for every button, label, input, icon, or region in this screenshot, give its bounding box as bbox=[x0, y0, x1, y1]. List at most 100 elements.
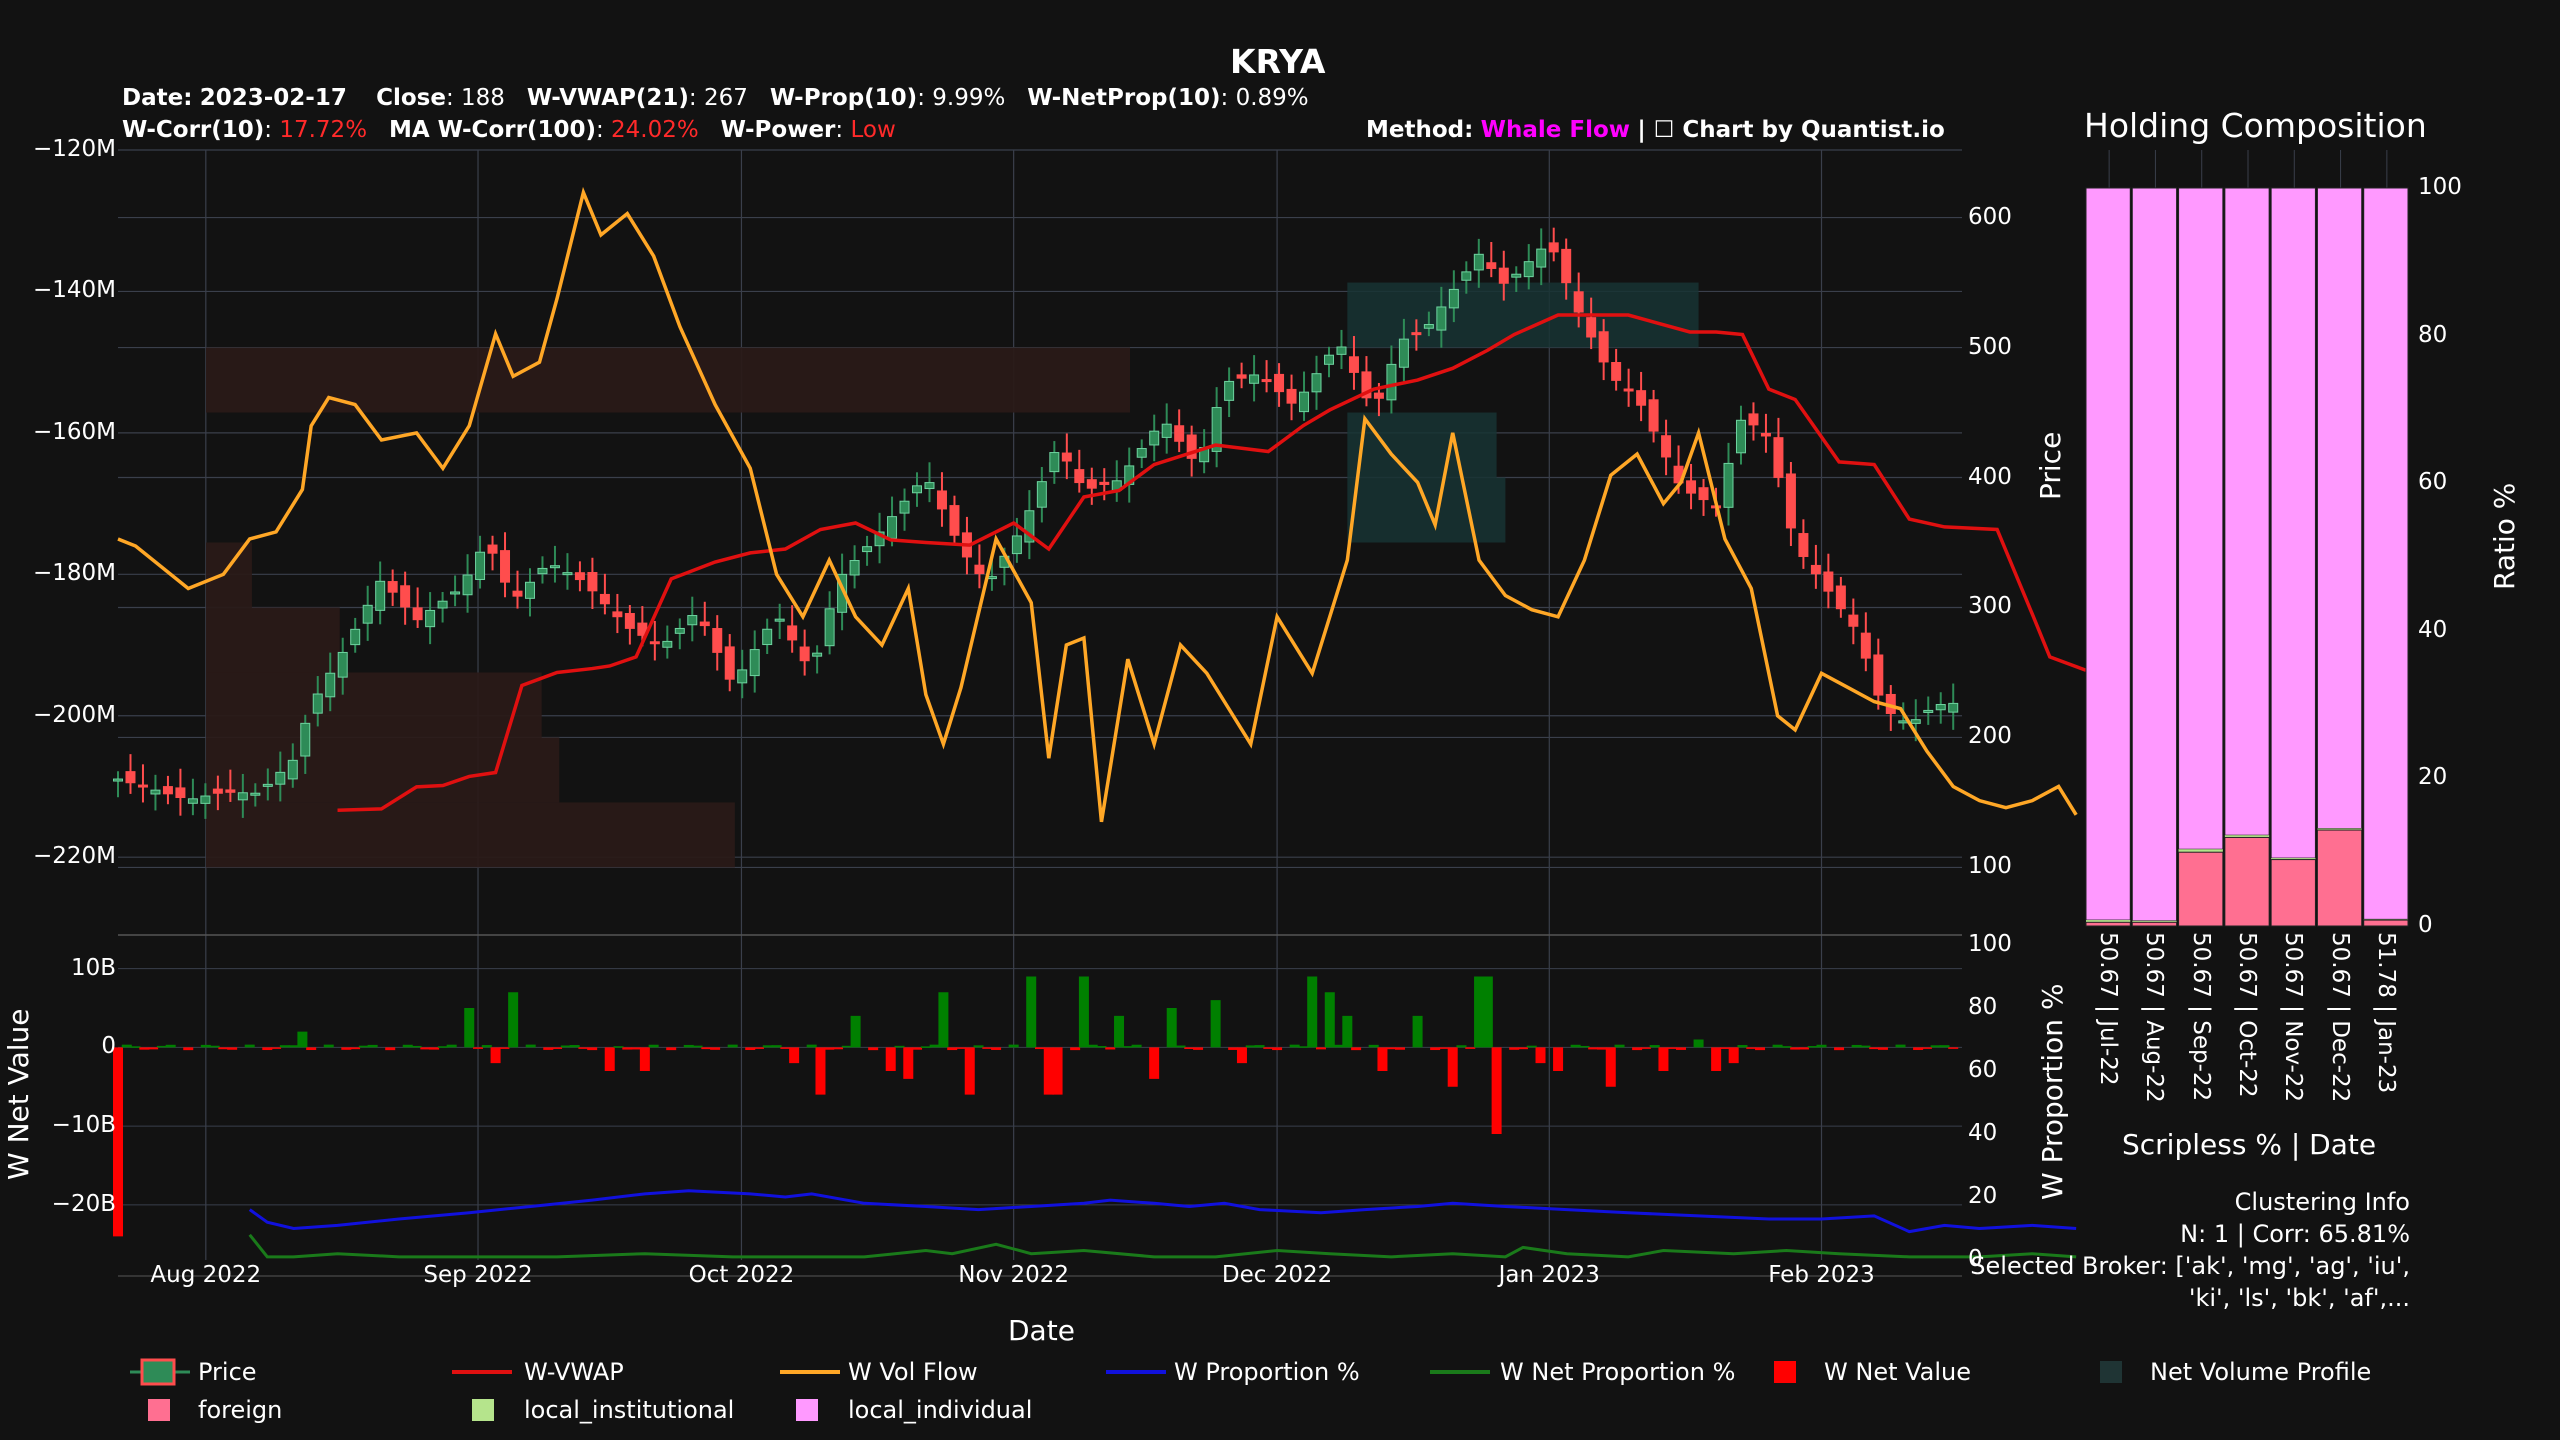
net-bar-negative bbox=[754, 1047, 765, 1049]
candle-down bbox=[1760, 432, 1771, 437]
net-bar-positive bbox=[130, 1046, 141, 1048]
net-bar-positive bbox=[1781, 1046, 1792, 1048]
net-bar-positive bbox=[1122, 1046, 1133, 1048]
net-bar-positive bbox=[1895, 1044, 1906, 1048]
holding-title: Holding Composition bbox=[2084, 106, 2427, 145]
net-bar-negative bbox=[964, 1047, 975, 1095]
net-bar-negative bbox=[745, 1047, 756, 1050]
candle-down bbox=[1261, 379, 1272, 383]
candle-up bbox=[113, 778, 123, 782]
legend-wnetvalue-label: W Net Value bbox=[1824, 1358, 1972, 1386]
candle-up bbox=[1923, 709, 1934, 713]
legend-wvolflow-label: W Vol Flow bbox=[848, 1358, 978, 1386]
net-bar-negative bbox=[1640, 1047, 1651, 1049]
net-bar-positive bbox=[209, 1045, 220, 1048]
candle-up bbox=[375, 580, 386, 611]
net-bar-positive bbox=[437, 1046, 448, 1048]
candle-up bbox=[674, 627, 685, 634]
net-bar-negative bbox=[1517, 1047, 1528, 1050]
holding-bar-local-individual bbox=[2224, 187, 2270, 836]
candle-down bbox=[587, 572, 598, 592]
holding-category-label: 50.67 | Oct-22 bbox=[2234, 932, 2260, 1098]
candle-up bbox=[1436, 306, 1447, 331]
candle-down bbox=[225, 789, 236, 793]
net-bar-negative bbox=[385, 1047, 396, 1051]
net-bar-negative bbox=[1430, 1047, 1441, 1051]
net-bar-positive bbox=[841, 1045, 852, 1048]
candle-down bbox=[487, 544, 498, 554]
holding-bar-foreign bbox=[2270, 859, 2316, 927]
net-bar-positive bbox=[279, 1045, 290, 1048]
net-bar-positive bbox=[1324, 992, 1335, 1048]
net-bar-negative bbox=[1535, 1047, 1546, 1064]
net-bar-negative bbox=[420, 1047, 431, 1050]
vp-buy-bar bbox=[1347, 282, 1699, 348]
candle-down bbox=[1873, 654, 1884, 696]
net-bar-negative bbox=[1798, 1047, 1809, 1050]
candle-up bbox=[1523, 261, 1534, 278]
candle-up bbox=[350, 628, 361, 646]
candle-down bbox=[724, 646, 735, 680]
candle-up bbox=[862, 546, 873, 553]
net-bar-negative bbox=[113, 1047, 123, 1237]
price-tick-label: 200 bbox=[1968, 723, 2012, 750]
candle-down bbox=[1773, 437, 1784, 478]
clustering-n-corr: N: 1 | Corr: 65.81% bbox=[2180, 1220, 2410, 1248]
candle-down bbox=[125, 771, 136, 784]
legend-local-individual-label: local_individual bbox=[848, 1396, 1033, 1424]
net-bar-negative bbox=[139, 1047, 150, 1050]
net-bar-positive bbox=[367, 1044, 378, 1048]
candle-up bbox=[849, 560, 860, 576]
candle-down bbox=[1373, 392, 1384, 399]
net-bar-positive bbox=[402, 1044, 413, 1048]
net-bar-negative bbox=[622, 1047, 633, 1050]
net-bar-positive bbox=[692, 1045, 703, 1048]
net-bar-negative bbox=[604, 1047, 615, 1071]
holding-bar-local-institutional bbox=[2086, 920, 2131, 923]
legend-local-institutional-label: local_institutional bbox=[524, 1396, 735, 1424]
net-bar-negative bbox=[1509, 1047, 1520, 1050]
holding-bar-local-individual bbox=[2316, 187, 2363, 830]
net-bar-positive bbox=[1289, 1044, 1300, 1048]
candle-up bbox=[774, 618, 785, 622]
candle-up bbox=[1423, 324, 1434, 329]
net-bar-positive bbox=[297, 1031, 308, 1048]
net-bar-negative bbox=[1877, 1047, 1888, 1050]
net-bar-positive bbox=[1333, 1044, 1344, 1048]
flow-tick-label: −160M bbox=[32, 418, 116, 445]
vp-sell-bar bbox=[206, 607, 340, 673]
net-bar-negative bbox=[1605, 1047, 1616, 1087]
candle-down bbox=[1848, 614, 1859, 627]
net-bar-negative bbox=[1596, 1047, 1607, 1050]
candle-down bbox=[649, 641, 660, 645]
net-bar-negative bbox=[1790, 1047, 1801, 1050]
legend-foreign-label: foreign bbox=[198, 1396, 283, 1424]
candle-down bbox=[1186, 434, 1197, 459]
candle-down bbox=[400, 585, 411, 608]
candle-up bbox=[1398, 338, 1409, 368]
candle-down bbox=[1498, 267, 1509, 284]
net-bar-negative bbox=[1632, 1047, 1643, 1051]
net-bar-negative bbox=[1465, 1047, 1476, 1049]
candle-down bbox=[1548, 242, 1559, 253]
candle-down bbox=[1086, 479, 1097, 489]
candle-up bbox=[1249, 374, 1260, 384]
vp-sell-bar bbox=[206, 802, 735, 868]
holding-bar-foreign bbox=[2224, 836, 2270, 927]
net-bar-positive bbox=[121, 1044, 132, 1048]
candle-down bbox=[1623, 388, 1634, 392]
net-bar-negative bbox=[1948, 1047, 1959, 1049]
net-bar-positive bbox=[1456, 1045, 1467, 1048]
holding-category-label: 51.78 | Jan-23 bbox=[2372, 932, 2399, 1094]
holding-bar-foreign bbox=[2178, 851, 2224, 927]
net-bar-negative bbox=[815, 1047, 826, 1095]
net-bar-negative bbox=[1149, 1047, 1160, 1079]
candle-up bbox=[200, 795, 211, 804]
candle-up bbox=[924, 482, 935, 490]
net-bar-positive bbox=[508, 992, 519, 1048]
net-bar-negative bbox=[552, 1047, 563, 1049]
candle-down bbox=[175, 787, 186, 799]
net-value-tick-label: 10B bbox=[70, 954, 116, 981]
net-bar-positive bbox=[1474, 976, 1485, 1048]
